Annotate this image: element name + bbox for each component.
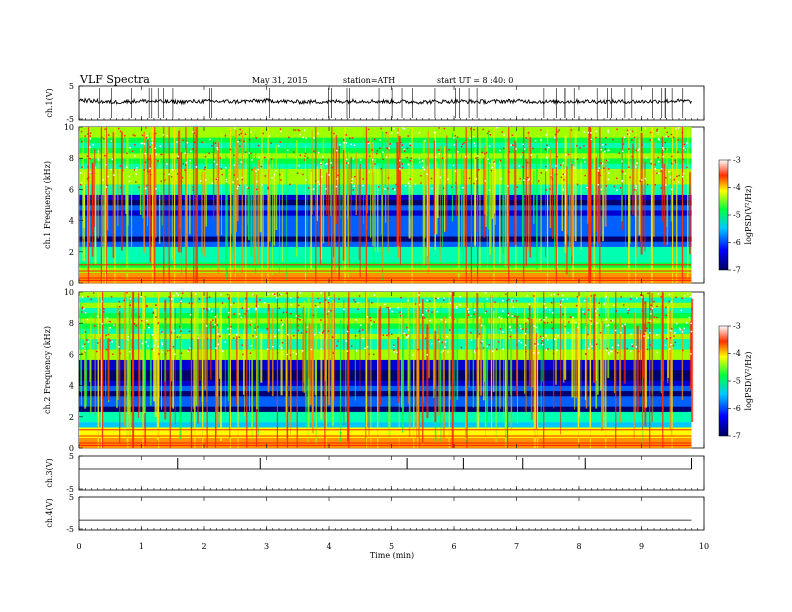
ch2-spectrogram [79,292,694,449]
ch3-waveform [79,458,692,470]
y-tick-label: 4 [69,217,74,226]
y-tick-label: 4 [69,382,74,391]
x-tick-label: 4 [326,542,331,551]
x-axis-ticks: 0 1 2 3 4 5 6 7 8 9 10 [76,86,709,551]
y-tick-label: 5 [69,493,74,502]
colorbar-tick-label: -4 [733,349,741,358]
y-tick-label: 8 [69,154,74,163]
ch1-spectrogram [79,127,692,284]
colorbar-tick-label: -4 [733,183,741,192]
ch1-colorbar [718,159,729,271]
x-tick-label: 8 [576,542,581,551]
x-tick-label: 0 [76,542,81,551]
figure-title: VLF Spectra [79,73,150,86]
y-tick-label: -5 [66,485,74,494]
ch3-panel-frame [78,455,705,491]
ch1-ylabel: ch.1(V) [45,88,54,117]
y-tick-label: -5 [66,525,74,534]
colorbar-tick-label: -7 [733,266,741,275]
ch1-spectrogram-ylabel: ch.1 Frequency (kHz) [43,161,52,249]
x-tick-label: 6 [451,542,456,551]
start-time-label: start UT = 8 :40: 0 [437,76,513,85]
colorbar-tick-label: -6 [733,238,741,247]
ch4-ylabel: ch.4(V) [45,498,54,527]
ch4-panel-frame [78,496,705,531]
x-tick-label: 10 [699,542,709,551]
y-tick-label: 6 [69,185,74,194]
x-axis-label: Time (min) [370,551,414,560]
y-tick-label: 10 [64,123,74,132]
y-tick-label: 5 [69,82,74,91]
ch2-colorbar-label: logPSD(V²/Hz) [744,352,753,411]
x-tick-label: 1 [139,542,144,551]
ch1-colorbar-label: logPSD(V²/Hz) [744,186,753,245]
x-tick-label: 5 [389,542,394,551]
y-tick-label: 8 [69,319,74,328]
ch2-colorbar [718,325,729,437]
date-label: May 31, 2015 [252,76,308,85]
x-tick-label: 3 [264,542,269,551]
colorbar-tick-label: -5 [733,377,741,386]
colorbar-tick-label: -5 [733,211,741,220]
colorbar-tick-label: -7 [733,432,741,441]
colorbar-tick-label: -3 [733,322,741,331]
x-tick-label: 9 [639,542,644,551]
y-tick-label: 0 [69,279,74,288]
ch2-spectrogram-ylabel: ch.2 Frequency (kHz) [43,326,52,414]
y-tick-label: 2 [69,248,74,257]
ch3-ylabel: ch.3(V) [45,458,54,487]
colorbar-ticks: -3 -4 -5 -6 -7 -3 -4 -5 -6 -7 [728,156,741,441]
y-tick-label: 0 [69,444,74,453]
y-tick-label: -5 [66,115,74,124]
colorbar-tick-label: -3 [733,156,741,165]
x-tick-label: 2 [201,542,206,551]
y-tick-label: 6 [69,350,74,359]
y-tick-label: 10 [64,288,74,297]
ch1-waveform [78,88,692,118]
colorbar-tick-label: -6 [733,404,741,413]
x-tick-label: 7 [514,542,519,551]
y-tick-label: 2 [69,413,74,422]
ch1-series-line [78,97,692,106]
station-label: station=ATH [343,76,395,85]
y-tick-label: 5 [69,452,74,461]
